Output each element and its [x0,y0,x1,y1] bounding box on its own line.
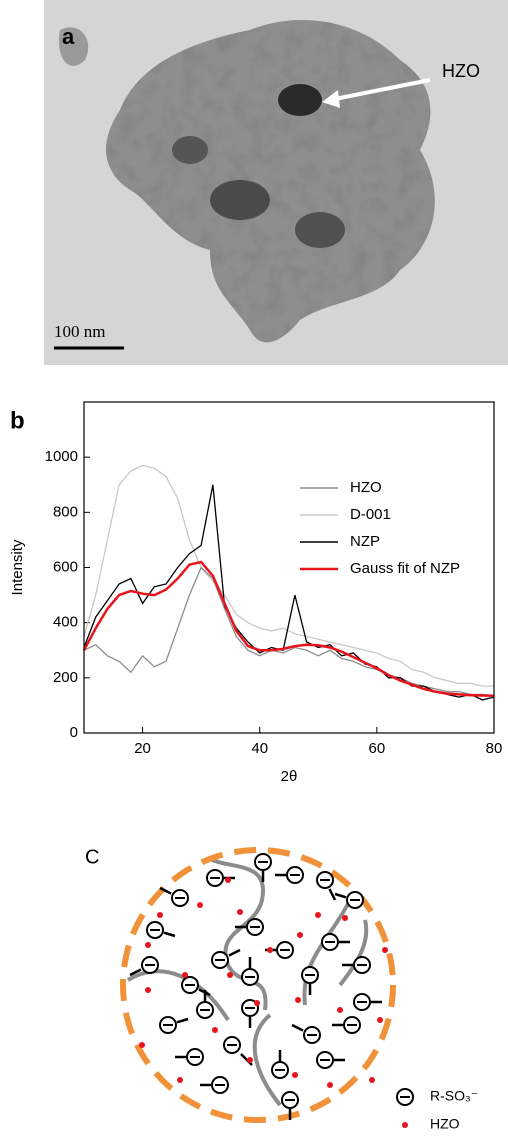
series-line [82,560,495,698]
legend-label: NZP [350,533,380,550]
hzo-particle [145,942,151,948]
group-tail [163,931,176,938]
plot-frame [83,401,495,734]
polymer-chain [302,899,352,1006]
hzo-particle [382,947,388,953]
hzo-particle [295,997,301,1003]
panel-label: C [85,846,99,868]
group-tail [334,892,347,899]
tem-image [44,0,508,365]
hzo-particle [297,932,303,938]
schematic: R-SO₃⁻ HZO [120,847,478,1132]
hzo-particle [145,987,151,993]
group-tail [228,948,241,957]
hzo-particle [327,1082,333,1088]
group-tail [159,886,172,895]
y-axis-label: Intensity [9,539,26,595]
x-tick-label: 20 [134,740,151,757]
hzo-particle [225,877,231,883]
hzo-particle [227,972,233,978]
x-tick-label: 40 [251,740,268,757]
series-line [83,464,494,687]
legend-label: HZO [350,479,382,496]
bead-boundary [120,847,396,1123]
hzo-particle [157,912,163,918]
hzo-particle [292,1072,298,1078]
legend-swatch [402,1122,408,1128]
chart: b 0 200 400 600 800 1000 20 40 60 80 2θ Intensity HZO… [9,401,503,785]
hzo-particle [254,1000,260,1006]
hzo-particle [342,915,348,921]
hzo-particle [212,1027,218,1033]
polymer-chain [338,919,369,987]
hzo-particle [369,1077,375,1083]
x-axis-label: 2θ [281,768,298,785]
hzo-particle [377,1017,383,1023]
hzo-particle [177,1077,183,1083]
hzo-particle [139,1042,145,1048]
legend-label: HZO [430,1116,460,1132]
scale-bar-label: 100 nm [54,322,105,341]
polymer-chain [126,969,230,1022]
hzo-particle [182,972,188,978]
polymer-chain [252,1013,282,1107]
annotation: HZO [442,61,480,81]
group-tail [328,888,337,901]
hzo-particle [267,947,273,953]
x-tick-label: 80 [486,740,503,757]
panel-label: a [62,24,75,49]
legend-label: D-001 [350,506,391,523]
hzo-particle [197,902,203,908]
hzo-particle [247,1057,253,1063]
y-tick-label: 200 [53,669,78,686]
y-tick-label: 0 [70,724,78,741]
legend-label: R-SO₃⁻ [430,1088,478,1104]
series-line [83,484,495,701]
hzo-particle [315,912,321,918]
x-tick-label: 60 [369,740,386,757]
group-tail [240,1053,253,1066]
y-tick-label: 1000 [45,448,78,465]
y-tick-label: 600 [53,558,78,575]
panel-label: b [10,407,25,434]
group-tail [129,968,142,977]
y-tick-label: 800 [53,503,78,520]
group-tail [176,1017,189,1024]
group-tail [291,1023,304,1032]
hzo-particle [337,1007,343,1013]
legend-label: Gauss fit of NZP [350,560,460,577]
y-tick-label: 400 [53,614,78,631]
hzo-particle [237,909,243,915]
